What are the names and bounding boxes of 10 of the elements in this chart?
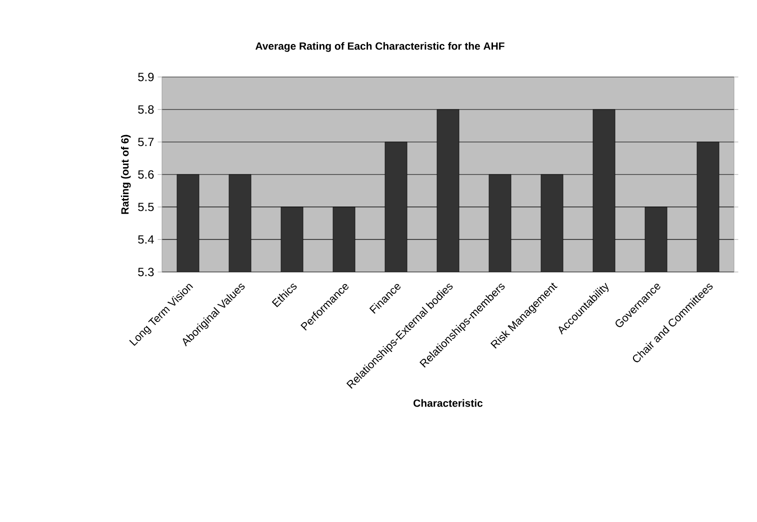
- y-axis-title: Rating (out of 6): [120, 134, 131, 214]
- y-tick-label: 5.8: [138, 105, 154, 114]
- x-axis-title: Characteristic: [414, 399, 483, 407]
- y-tick-label: 5.4: [138, 235, 154, 244]
- y-tick-label: 5.9: [138, 72, 154, 82]
- y-tick-label: 5.6: [138, 170, 154, 179]
- chart-title: Average Rating of Each Characteristic for the AHF: [255, 42, 504, 52]
- y-tick-label: 5.7: [138, 138, 154, 146]
- y-tick-label: 5.3: [138, 268, 154, 276]
- y-tick-label: 5.5: [138, 202, 154, 212]
